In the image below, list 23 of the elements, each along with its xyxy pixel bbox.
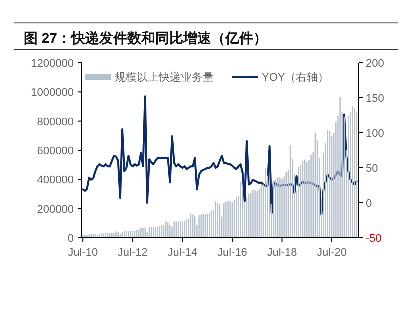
chart-title: 图 27：快递发件数和同比增速（亿件）	[24, 30, 268, 46]
y-tick-label: 400000	[37, 174, 74, 187]
x-tick-label: Jul-16	[217, 247, 248, 259]
y2-tick-label: 0	[366, 198, 372, 210]
line-series	[82, 96, 358, 216]
legend-label: YOY（右轴）	[262, 71, 330, 84]
x-tick-label: Jul-12	[118, 247, 148, 259]
y2-tick-label: -50	[366, 233, 382, 245]
y-tick-label: 1000000	[31, 87, 74, 100]
legend-label: 规模以上快递业务量	[115, 71, 214, 84]
y2-tick-label: 50	[366, 163, 378, 175]
y-tick-label: 1200000	[31, 58, 74, 70]
x-tick-label: Jul-18	[267, 247, 298, 259]
y-tick-label: 200000	[37, 204, 74, 216]
y-tick-label: 600000	[37, 146, 74, 158]
y-tick-label: 0	[68, 233, 74, 245]
x-tick-label: Jul-10	[68, 247, 98, 259]
y2-tick-label: 100	[366, 128, 384, 140]
y2-tick-label: 150	[366, 93, 384, 105]
x-tick-label: Jul-14	[168, 247, 198, 259]
y-tick-label: 800000	[37, 116, 74, 128]
y2-tick-label: 200	[366, 58, 384, 70]
x-tick-label: Jul-20	[317, 247, 348, 259]
